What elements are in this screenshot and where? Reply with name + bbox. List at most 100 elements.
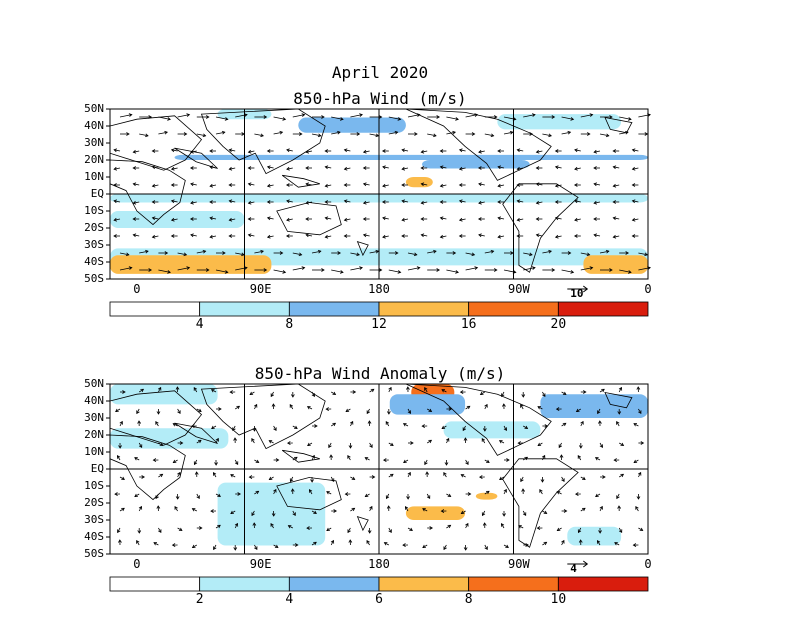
wind-vector-head [229, 390, 233, 394]
wind-vector-head [193, 387, 197, 391]
wind-vector-head [567, 130, 572, 135]
wind-vector-head [388, 386, 392, 391]
wind-vector-head [524, 425, 529, 429]
wind-vector-head [170, 234, 175, 238]
wind-vector [248, 150, 255, 153]
wind-vector-head [206, 115, 210, 119]
wind-vector [193, 387, 198, 393]
wind-vector [196, 493, 200, 499]
wind-vector-head [270, 523, 274, 527]
wind-vector-head [426, 495, 431, 499]
colorbar-segment [557, 301, 649, 317]
lon-label: 90W [508, 557, 530, 571]
wind-vector [561, 269, 574, 273]
wind-vector-head [375, 249, 380, 254]
wind-vector-head [537, 442, 542, 446]
lon-label: 90E [249, 557, 272, 571]
wind-vector [599, 133, 609, 137]
wind-vector-head [636, 496, 641, 500]
wind-vector-head [548, 133, 552, 138]
coastline [276, 477, 342, 511]
wind-vector-head [551, 268, 556, 272]
wind-vector-head [282, 270, 287, 274]
wind-vector-head [183, 132, 188, 136]
wind-vector-head [285, 234, 290, 238]
wind-vector-head [477, 217, 482, 221]
wind-vector-head [248, 475, 253, 479]
wind-vector [344, 200, 351, 203]
wind-vector [229, 200, 236, 203]
wind-vector-head [247, 166, 252, 170]
wind-vector [403, 423, 409, 427]
wind-vector-head [639, 527, 644, 531]
wind-vector [177, 114, 190, 118]
wind-vector-head [573, 183, 578, 187]
wind-vector-head [228, 183, 232, 187]
wind-vector-head [535, 217, 540, 221]
wind-vector [177, 408, 181, 414]
wind-vector-head [317, 249, 322, 254]
wind-vector-head [536, 526, 541, 530]
wind-vector-head [631, 148, 636, 153]
wind-vector-head [326, 527, 330, 531]
coastline [281, 174, 320, 188]
wind-vector-head [478, 233, 482, 238]
wind-vector-head [228, 166, 233, 171]
wind-vector [286, 218, 293, 221]
wind-vector [542, 250, 552, 254]
wind-vector [234, 459, 239, 465]
wind-vector-head [151, 165, 156, 170]
wind-vector-head [209, 234, 214, 239]
wind-vector-head [554, 200, 559, 204]
wind-vector-head [529, 132, 534, 136]
wind-vector [133, 183, 140, 186]
wind-vector [363, 183, 370, 186]
colorbar-segment [109, 576, 201, 592]
wind-vector-head [311, 393, 315, 397]
wind-vector-head [439, 165, 444, 170]
wind-vector [267, 235, 274, 238]
wind-vector-head [575, 408, 580, 412]
lat-label: 30N [84, 411, 104, 424]
wind-vector [421, 150, 428, 153]
wind-vector-head [543, 510, 548, 514]
lat-label: 10S [84, 479, 104, 492]
coastline [405, 383, 552, 456]
wind-vector-head [522, 512, 527, 516]
wind-vector-head [421, 424, 425, 428]
wind-vector-head [251, 438, 255, 442]
wind-vector-head [306, 526, 310, 530]
wind-vector-head [362, 166, 367, 170]
wind-vector-head [190, 233, 194, 238]
colorbar-segment [199, 301, 290, 317]
wind-vector [407, 408, 411, 414]
wind-vector-head [593, 166, 597, 170]
wind-vector-head [348, 539, 353, 543]
wind-vector-head [273, 488, 277, 493]
wind-vector-head [175, 496, 180, 500]
wind-vector-head [521, 394, 526, 398]
wind-vector [196, 250, 206, 254]
wind-vector [599, 388, 605, 393]
wind-vector [480, 391, 486, 395]
wind-vector [366, 540, 370, 546]
wind-vector-head [597, 540, 601, 544]
wind-vector-head [177, 471, 181, 476]
wind-vector-head [401, 234, 405, 238]
wind-vector [325, 235, 332, 238]
wind-vector [211, 425, 217, 429]
wind-vector-head [305, 233, 310, 238]
wind-vector-head [333, 509, 338, 513]
wind-vector [561, 476, 565, 482]
wind-vector-head [196, 495, 200, 499]
wind-vector-head [113, 183, 117, 187]
colorbar-label: 20 [550, 317, 567, 332]
wind-vector-head [298, 252, 303, 257]
wind-vector-head [157, 386, 162, 391]
wind-vector [211, 389, 217, 393]
wind-vector [365, 457, 370, 461]
wind-vector-head [293, 456, 298, 461]
coastline [281, 449, 320, 463]
wind-vector-head [625, 251, 630, 255]
